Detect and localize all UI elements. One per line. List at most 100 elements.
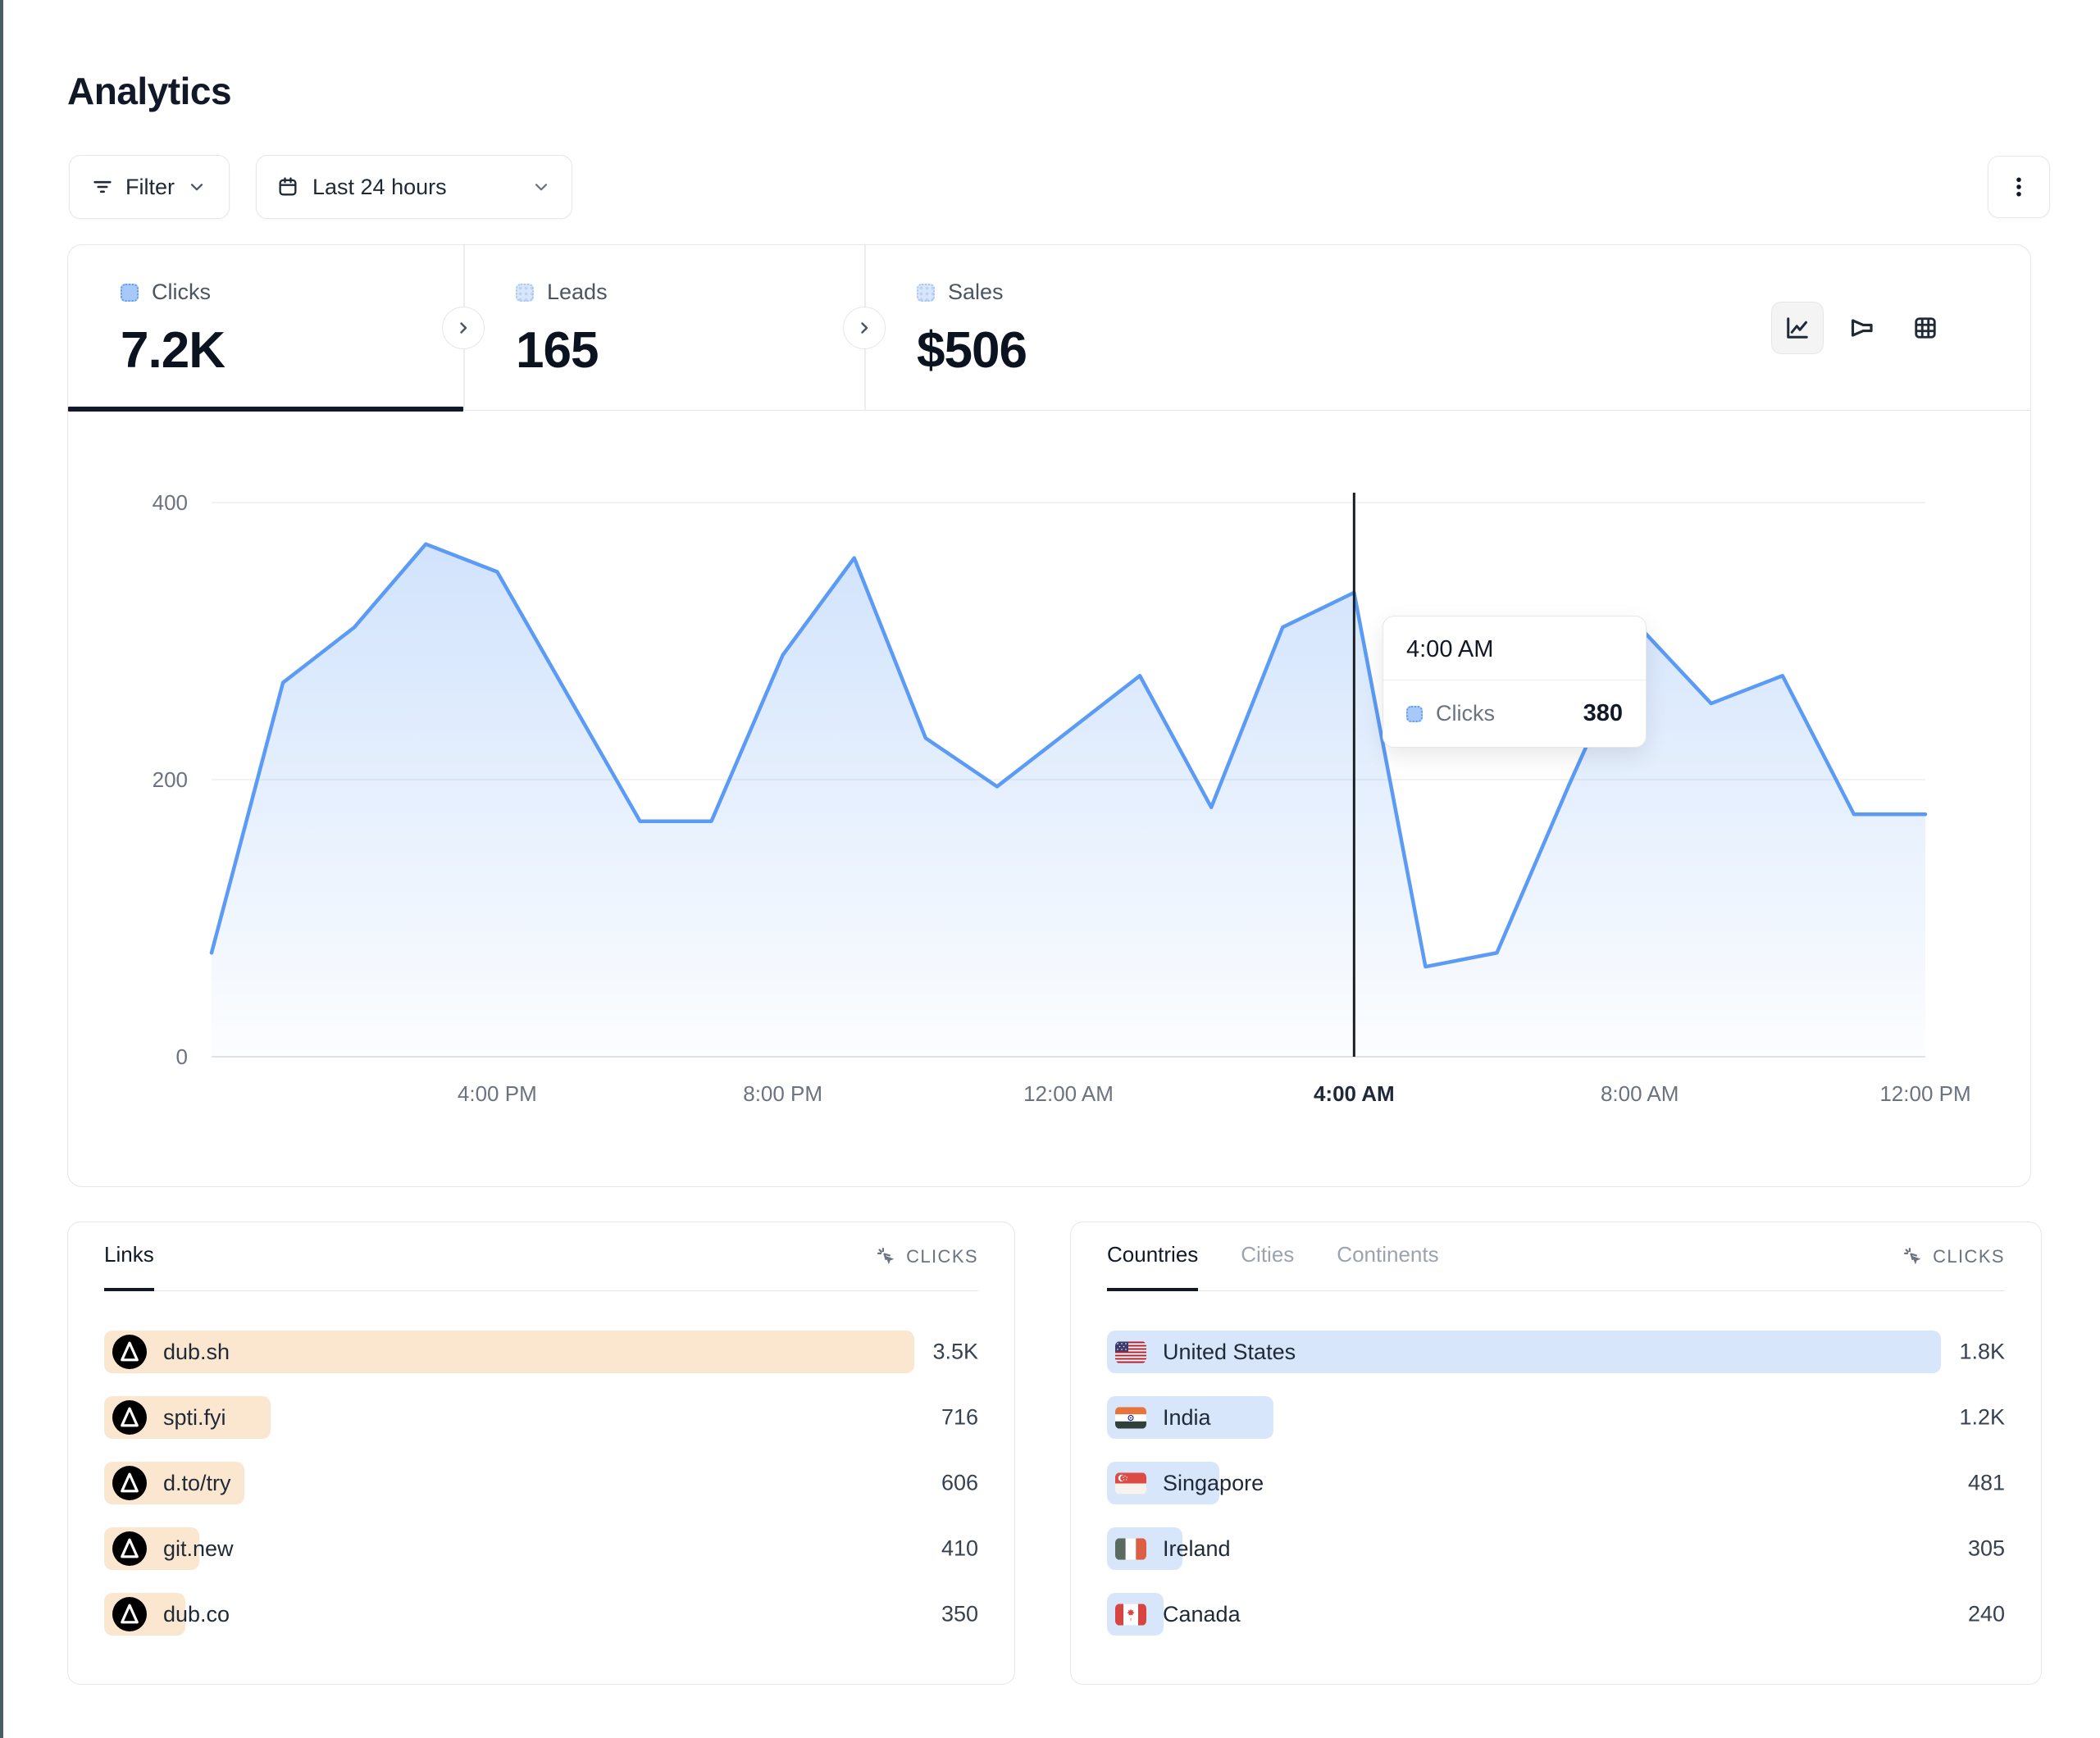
list-item[interactable]: Singapore 481 [1107, 1462, 2005, 1504]
x-axis-label: 12:00 PM [1879, 1081, 1971, 1106]
country-label: Singapore [1163, 1470, 1264, 1495]
left-edge-divider [0, 0, 3, 1738]
list-item[interactable]: git.new 410 [104, 1527, 978, 1570]
link-label: git.new [163, 1536, 234, 1561]
clicks-count: 481 [1967, 1470, 2005, 1495]
country-label: India [1163, 1404, 1211, 1430]
country-label: Ireland [1163, 1536, 1231, 1561]
clicks-tab-label: Clicks [152, 280, 211, 304]
tab-links[interactable]: Links [104, 1222, 154, 1291]
sales-tab-label: Sales [948, 280, 1004, 304]
clicks-value: 7.2K [121, 322, 225, 379]
metric-label: CLICKS [906, 1245, 978, 1267]
us-flag-icon [1115, 1341, 1146, 1363]
tab-clicks[interactable]: Clicks 7.2K [68, 245, 463, 411]
line-chart-icon [1787, 317, 1808, 339]
tab-leads[interactable]: Leads 165 [463, 245, 864, 411]
cursor-click-icon [1904, 1247, 1921, 1264]
list-item[interactable]: spti.fyi 716 [104, 1396, 978, 1439]
y-axis-label: 200 [152, 767, 188, 792]
links-panel: Links CLICKS dub.sh 3.5K spti.fyi 716 [67, 1222, 1015, 1685]
filter-button[interactable]: Filter [69, 155, 230, 219]
area-fill [212, 544, 1925, 1057]
clicks-count: 305 [1967, 1536, 2005, 1561]
clicks-count: 410 [941, 1536, 978, 1561]
tooltip-series-swatch [1406, 705, 1423, 722]
filter-icon [93, 180, 112, 193]
metric-label: CLICKS [1933, 1245, 2005, 1267]
kebab-menu-icon [2016, 177, 2021, 197]
filter-button-label: Filter [125, 174, 175, 199]
clicks-count: 3.5K [932, 1339, 978, 1364]
links-metric-header[interactable]: CLICKS [875, 1245, 978, 1268]
tab-countries[interactable]: Countries [1107, 1222, 1199, 1291]
sales-value: $506 [917, 322, 1027, 379]
funnel-chart-toggle[interactable] [1835, 302, 1888, 354]
clicks-count: 716 [941, 1404, 978, 1430]
bar-fill [104, 1331, 914, 1373]
list-item[interactable]: dub.sh 3.5K [104, 1331, 978, 1373]
list-item[interactable]: India 1.2K [1107, 1396, 2005, 1439]
clicks-time-series-chart[interactable]: 4:00 AM Clicks 380 0 200 400 4:00 PM 8:00 PM… [68, 411, 2030, 1186]
leads-tab-label: Leads [547, 280, 608, 304]
list-item[interactable]: Canada 240 [1107, 1593, 2005, 1636]
expand-sales-button[interactable] [843, 307, 886, 349]
link-label: d.to/try [163, 1470, 231, 1495]
tab-cities[interactable]: Cities [1241, 1242, 1295, 1267]
table-view-toggle[interactable] [1899, 302, 1952, 354]
link-label: dub.sh [163, 1339, 230, 1364]
clicks-count: 1.2K [1959, 1404, 2005, 1430]
clicks-count: 350 [941, 1601, 978, 1627]
page-title: Analytics [67, 70, 232, 112]
analytics-card: Clicks 7.2K Leads 165 Sales $506 [67, 244, 2031, 1187]
canada-flag-icon [1115, 1604, 1146, 1626]
list-item[interactable]: United States 1.8K [1107, 1331, 2005, 1373]
dub-logo-icon [112, 1466, 147, 1500]
list-item[interactable]: Ireland 305 [1107, 1527, 2005, 1570]
x-axis-label: 4:00 PM [457, 1081, 537, 1106]
y-axis-label: 0 [175, 1044, 188, 1069]
chevron-down-icon [535, 184, 548, 191]
chevron-right-icon [460, 322, 467, 334]
x-axis-label: 8:00 PM [743, 1081, 823, 1106]
ireland-flag-icon [1115, 1538, 1146, 1560]
expand-leads-button[interactable] [442, 307, 485, 349]
tooltip-time-label: 4:00 AM [1383, 616, 1646, 680]
dub-logo-icon [112, 1400, 147, 1435]
tab-continents[interactable]: Continents [1337, 1242, 1439, 1267]
bar-fill [1107, 1331, 1941, 1373]
dub-logo-icon [112, 1335, 147, 1369]
chevron-down-icon [190, 184, 203, 191]
date-range-button[interactable]: Last 24 hours [256, 155, 572, 219]
x-axis-label: 4:00 AM [1313, 1081, 1395, 1106]
tooltip-series-value: 380 [1583, 700, 1623, 726]
list-item[interactable]: dub.co 350 [104, 1593, 978, 1636]
chart-tooltip: 4:00 AM Clicks 380 [1383, 616, 1647, 748]
x-axis-label: 12:00 AM [1023, 1081, 1114, 1106]
leads-value: 165 [516, 322, 599, 379]
calendar-icon [279, 177, 297, 196]
country-label: Canada [1163, 1601, 1241, 1627]
link-label: spti.fyi [163, 1404, 226, 1430]
chevron-right-icon [861, 322, 868, 334]
links-list: dub.sh 3.5K spti.fyi 716 d.to/try 606 [68, 1291, 1014, 1636]
chart-canvas [209, 493, 1928, 1058]
line-chart-toggle[interactable] [1771, 302, 1824, 354]
clicks-count: 606 [941, 1470, 978, 1495]
more-options-button[interactable] [1988, 156, 2050, 218]
funnel-icon [1851, 319, 1873, 337]
list-item[interactable]: d.to/try 606 [104, 1462, 978, 1504]
country-label: United States [1163, 1339, 1296, 1364]
tab-sales[interactable]: Sales $506 [864, 245, 1274, 411]
clicks-count: 240 [1967, 1601, 2005, 1627]
india-flag-icon [1115, 1407, 1146, 1429]
stats-tabs-row: Clicks 7.2K Leads 165 Sales $506 [68, 245, 2030, 412]
y-axis-label: 400 [152, 490, 188, 515]
x-axis-label: 8:00 AM [1600, 1081, 1679, 1106]
clicks-legend-swatch [121, 283, 139, 302]
chart-type-toggle-group [1771, 302, 1952, 354]
table-grid-icon [1915, 317, 1936, 339]
link-label: dub.co [163, 1601, 230, 1627]
countries-metric-header[interactable]: CLICKS [1902, 1245, 2005, 1268]
dub-logo-icon [112, 1597, 147, 1631]
